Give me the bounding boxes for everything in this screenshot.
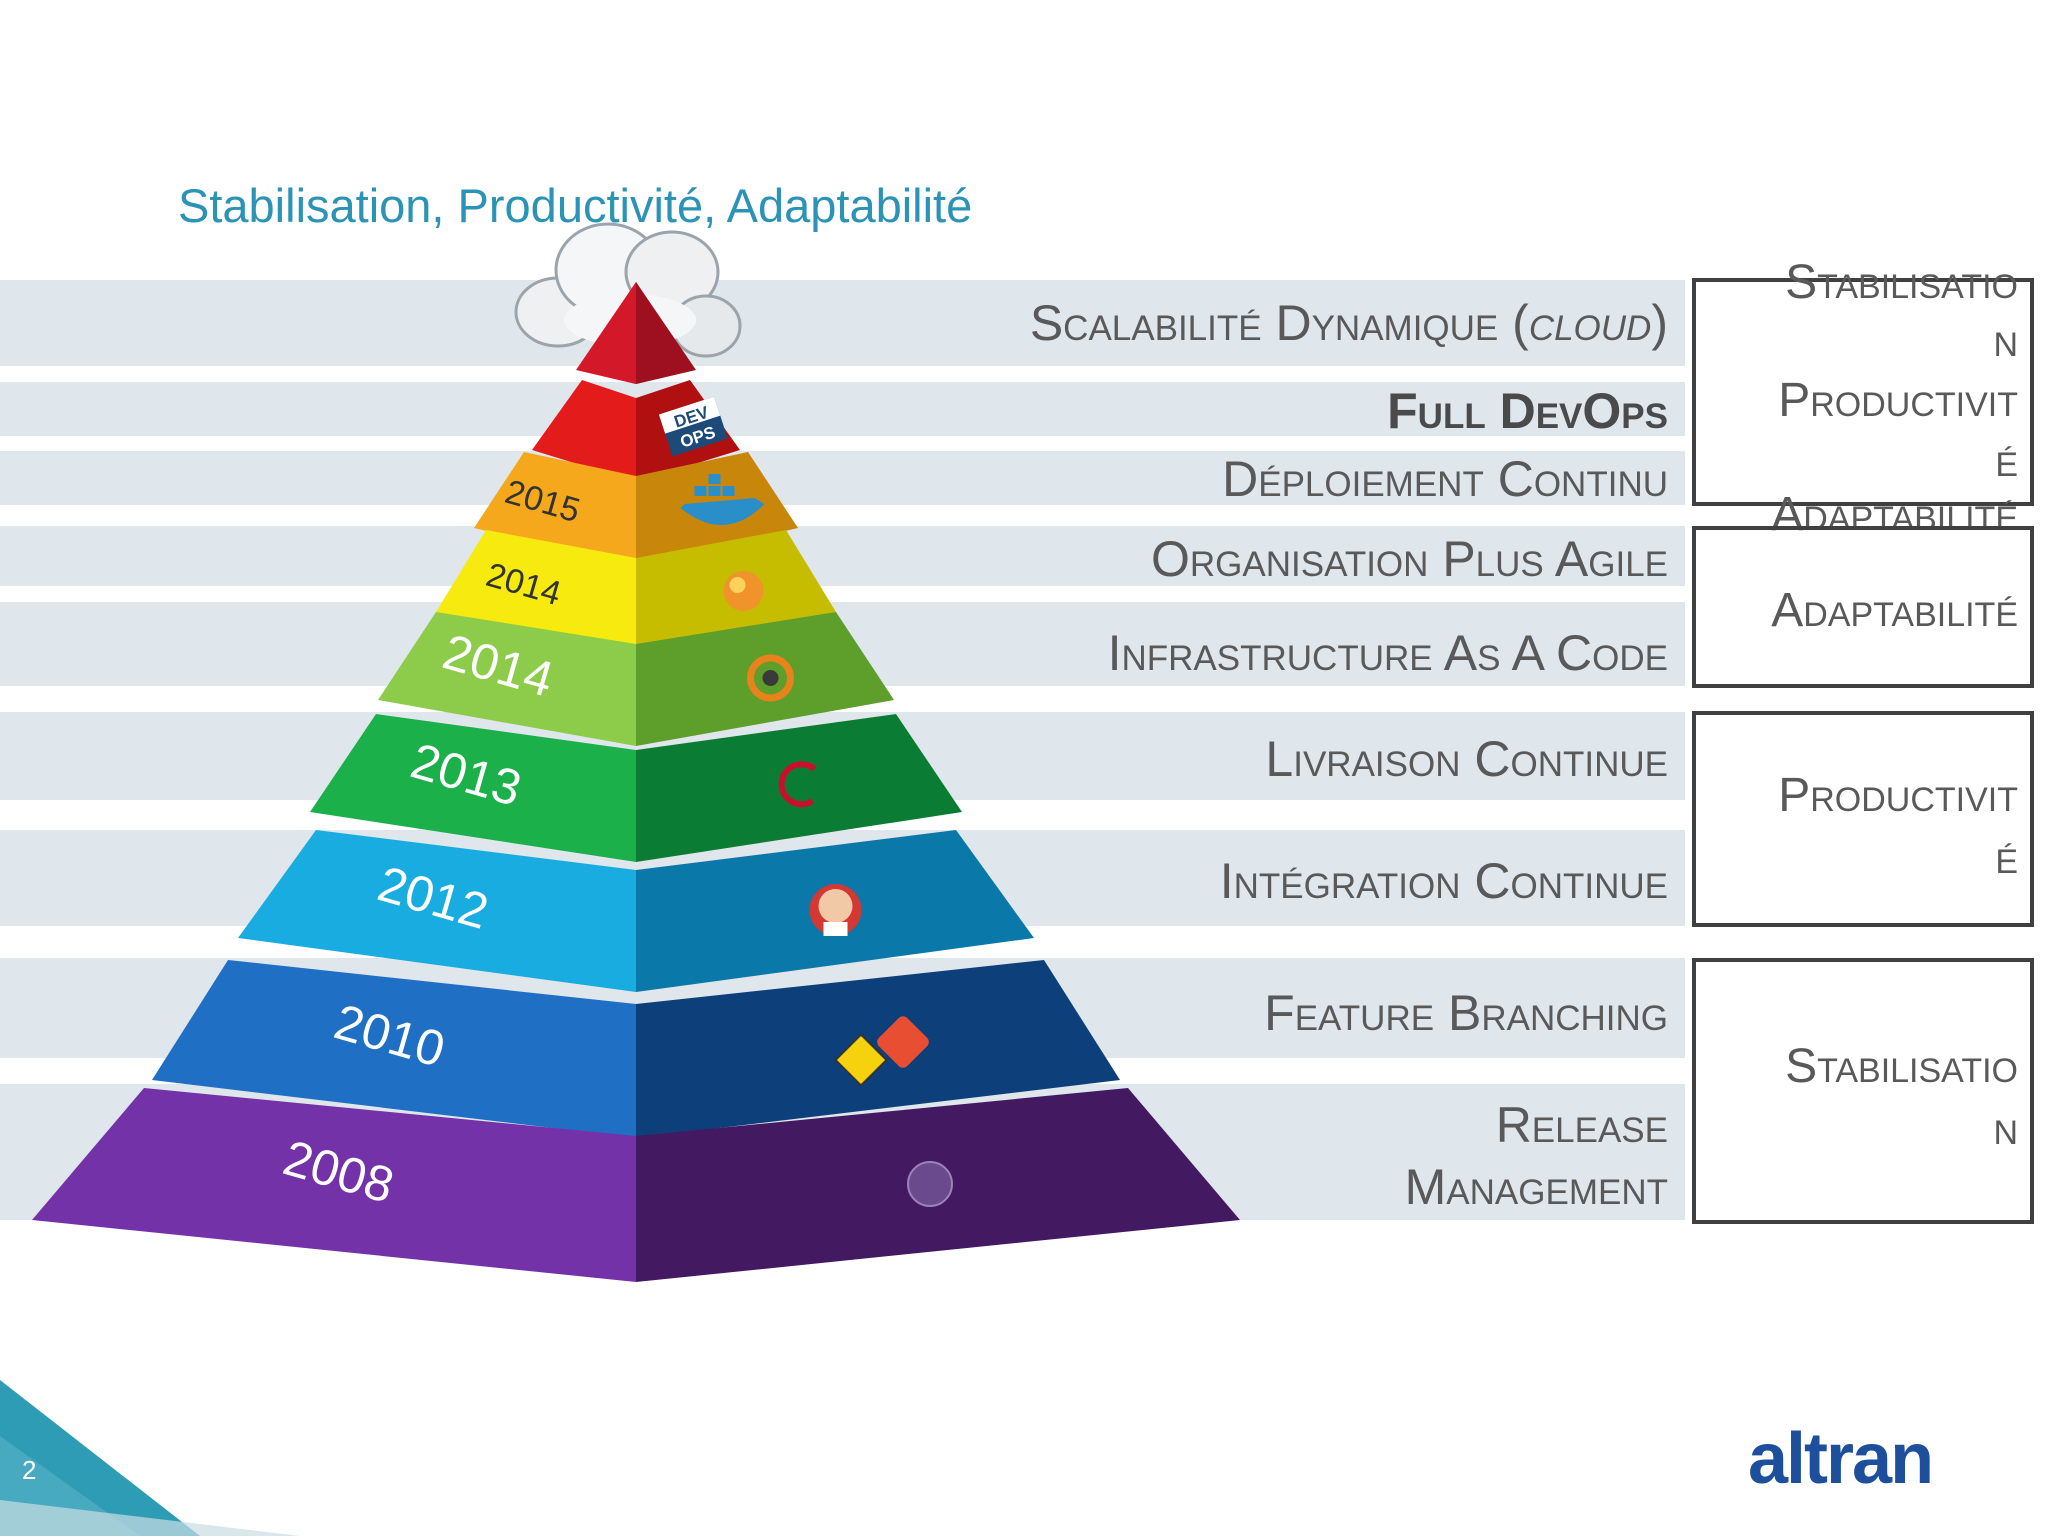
band-row xyxy=(0,526,1685,586)
docker-icon xyxy=(680,474,765,526)
band-row xyxy=(0,382,1685,436)
box-text: Stabilisatio xyxy=(1785,1040,2018,1093)
layer-label-feature-branching: Feature Branching xyxy=(1264,985,1668,1041)
pyramid-layer-side xyxy=(636,960,1120,1138)
globe-icon xyxy=(907,1161,953,1207)
layer-label-infrastructure: Infrastructure As A Code xyxy=(1107,625,1668,681)
pyramid-apex-front xyxy=(578,282,636,384)
category-box-adaptabilite: Adaptabilité xyxy=(1692,526,2034,688)
category-box-all: Stabilisatio n Productivit é Adaptabilit… xyxy=(1692,256,2034,541)
pyramid-layer-front xyxy=(436,530,636,654)
layer-label-full-devops: Full DevOps xyxy=(1387,383,1668,439)
pyramid-layer-front xyxy=(532,380,636,482)
box-text: é xyxy=(1995,831,2018,884)
pyramid-layer xyxy=(238,830,1034,992)
category-box-stabilisation: Stabilisatio n xyxy=(1692,958,2034,1224)
band-row xyxy=(0,451,1685,505)
layer-label-integration: Intégration Continue xyxy=(1219,853,1668,909)
slide-title: Stabilisation, Productivité, Adaptabilit… xyxy=(178,179,973,232)
pyramid-layer xyxy=(310,714,962,862)
box-text: é xyxy=(1995,434,2018,487)
box-text: Productivit xyxy=(1778,374,2018,427)
pyramid-layer xyxy=(152,960,1120,1138)
layer-label-livraison: Livraison Continue xyxy=(1265,731,1668,787)
band-row xyxy=(0,280,1685,366)
box-text: n xyxy=(1993,314,2018,367)
pyramid-layer-front xyxy=(152,960,636,1138)
pyramid-layer-front xyxy=(238,830,636,992)
jenkins-icon xyxy=(809,884,862,936)
box-text: Adaptabilité xyxy=(1771,584,2018,637)
layer-label-deploiement: Déploiement Continu xyxy=(1222,451,1668,507)
page-number: 2 xyxy=(22,1455,37,1485)
pyramid-layer-front xyxy=(32,1088,636,1282)
pyramid-apex-side xyxy=(636,282,694,384)
box-text: n xyxy=(1993,1102,2018,1155)
git-icon xyxy=(834,1016,929,1087)
pyramid-layer-side xyxy=(636,714,962,862)
chef-icon xyxy=(747,654,794,702)
pyramid-layer-front xyxy=(310,714,636,862)
devops-icon: DEV OPS xyxy=(658,396,728,457)
debian-icon xyxy=(778,761,817,808)
pyramid-layer-front xyxy=(378,612,636,746)
category-box-productivite: Productivit é xyxy=(1692,711,2034,927)
ansible-icon xyxy=(723,571,764,611)
layer-label-release: Release Management xyxy=(1404,1097,1668,1215)
box-text: Productivit xyxy=(1778,769,2018,822)
altran-logo: altran xyxy=(1748,1419,1934,1499)
box-text: Stabilisatio xyxy=(1785,256,2018,309)
layer-label-organisation: Organisation Plus Agile xyxy=(1151,531,1668,587)
box-text: Adaptabilité xyxy=(1771,488,2018,541)
layer-label-cloud: Scalabilité Dynamique (cloud) xyxy=(1029,295,1668,351)
